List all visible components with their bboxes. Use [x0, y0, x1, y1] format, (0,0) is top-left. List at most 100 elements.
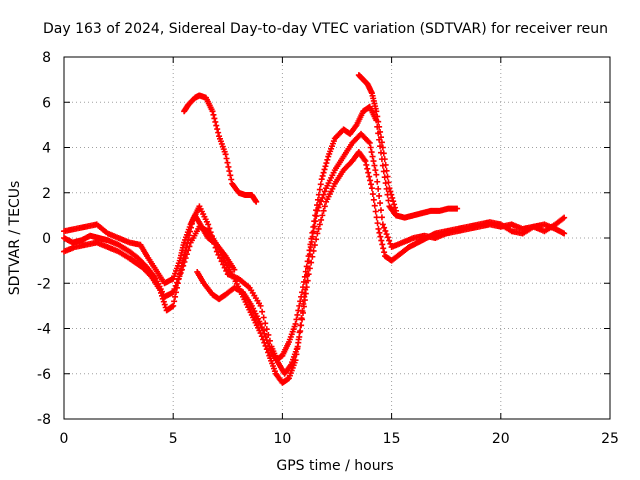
data-point-marker — [303, 263, 310, 270]
data-point-marker — [187, 224, 194, 231]
data-point-marker — [316, 186, 323, 193]
data-point-marker — [181, 258, 188, 265]
data-point-marker — [295, 307, 302, 314]
data-point-marker — [315, 191, 322, 198]
data-point-marker — [293, 316, 300, 323]
data-point-marker — [302, 268, 309, 275]
x-tick-label: 15 — [383, 431, 401, 447]
data-point-marker — [380, 245, 387, 252]
data-point-marker — [308, 259, 315, 266]
data-point-marker — [316, 221, 323, 228]
data-point-marker — [368, 149, 375, 156]
data-point-marker — [375, 118, 382, 125]
data-point-marker — [383, 231, 390, 238]
data-point-marker — [223, 155, 230, 162]
data-point-marker — [170, 302, 177, 309]
series-layer — [61, 72, 568, 386]
data-point-marker — [297, 298, 304, 305]
tick-layer: 0 5 10 15 20 25 -8 -6 -4 -2 0 2 4 6 8 — [37, 50, 619, 447]
data-point-marker — [211, 115, 218, 122]
data-point-marker — [376, 229, 383, 236]
data-point-marker — [367, 177, 374, 184]
data-point-marker — [161, 301, 168, 308]
data-point-marker — [372, 208, 379, 215]
data-point-marker — [310, 224, 317, 231]
data-point-marker — [295, 339, 302, 346]
data-point-marker — [379, 144, 386, 151]
data-point-marker — [377, 128, 384, 135]
data-point-marker — [307, 241, 314, 248]
data-point-marker — [214, 126, 221, 133]
data-point-marker — [257, 302, 264, 309]
data-point-marker — [299, 284, 306, 291]
data-point-marker — [263, 337, 270, 344]
data-point-marker — [391, 201, 398, 208]
data-point-marker — [373, 108, 380, 115]
data-point-marker — [385, 179, 392, 186]
data-point-marker — [178, 266, 185, 273]
data-point-marker — [209, 108, 216, 115]
data-point-marker — [386, 185, 393, 192]
data-point-marker — [185, 236, 192, 243]
data-point-marker — [300, 278, 307, 285]
data-point-marker — [321, 188, 328, 195]
data-point-marker — [304, 258, 311, 265]
data-point-marker — [561, 214, 568, 221]
data-point-marker — [366, 173, 373, 180]
data-point-marker — [314, 196, 321, 203]
data-point-marker — [364, 165, 371, 172]
data-point-marker — [171, 298, 178, 305]
data-point-marker — [218, 258, 225, 265]
data-point-marker — [262, 333, 269, 340]
data-point-marker — [322, 163, 329, 170]
data-point-marker — [224, 159, 231, 166]
data-point-marker — [186, 243, 193, 250]
data-point-marker — [182, 255, 189, 262]
data-point-marker — [299, 289, 306, 296]
data-point-marker — [210, 111, 217, 118]
data-point-marker — [299, 309, 306, 316]
data-point-marker — [381, 224, 388, 231]
data-point-marker — [296, 302, 303, 309]
data-point-marker — [260, 314, 267, 321]
data-point-marker — [388, 191, 395, 198]
data-point-marker — [175, 276, 182, 283]
y-tick-label: 2 — [42, 186, 51, 202]
data-point-marker — [375, 225, 382, 232]
y-tick-label: -8 — [37, 412, 51, 428]
data-point-marker — [386, 237, 393, 244]
data-point-marker — [318, 216, 325, 223]
data-point-marker — [381, 156, 388, 163]
data-point-marker — [368, 181, 375, 188]
data-point-marker — [321, 166, 328, 173]
data-point-marker — [383, 167, 390, 174]
data-point-marker — [205, 221, 212, 228]
data-point-marker — [320, 169, 327, 176]
data-point-marker — [186, 232, 193, 239]
x-tick-label: 20 — [492, 431, 510, 447]
data-point-marker — [374, 220, 381, 227]
y-tick-label: 4 — [42, 141, 51, 157]
data-point-marker — [561, 230, 568, 237]
data-point-marker — [222, 151, 229, 158]
data-point-marker — [362, 158, 369, 165]
x-tick-label: 25 — [601, 431, 619, 447]
data-point-marker — [299, 316, 306, 323]
data-point-marker — [319, 194, 326, 201]
data-point-marker — [261, 330, 268, 337]
data-point-marker — [374, 178, 381, 185]
data-point-marker — [212, 118, 219, 125]
data-point-marker — [371, 202, 378, 209]
chart-title: Day 163 of 2024, Sidereal Day-to-day VTE… — [43, 21, 608, 37]
data-point-marker — [372, 167, 379, 174]
data-point-marker — [378, 237, 385, 244]
data-point-marker — [263, 326, 270, 333]
data-point-marker — [215, 129, 222, 136]
x-tick-label: 5 — [169, 431, 178, 447]
y-tick-label: 0 — [42, 231, 51, 247]
data-point-marker — [370, 158, 377, 165]
data-point-marker — [306, 265, 313, 272]
data-point-marker — [376, 123, 383, 130]
data-point-marker — [384, 173, 391, 180]
data-point-marker — [312, 212, 319, 219]
